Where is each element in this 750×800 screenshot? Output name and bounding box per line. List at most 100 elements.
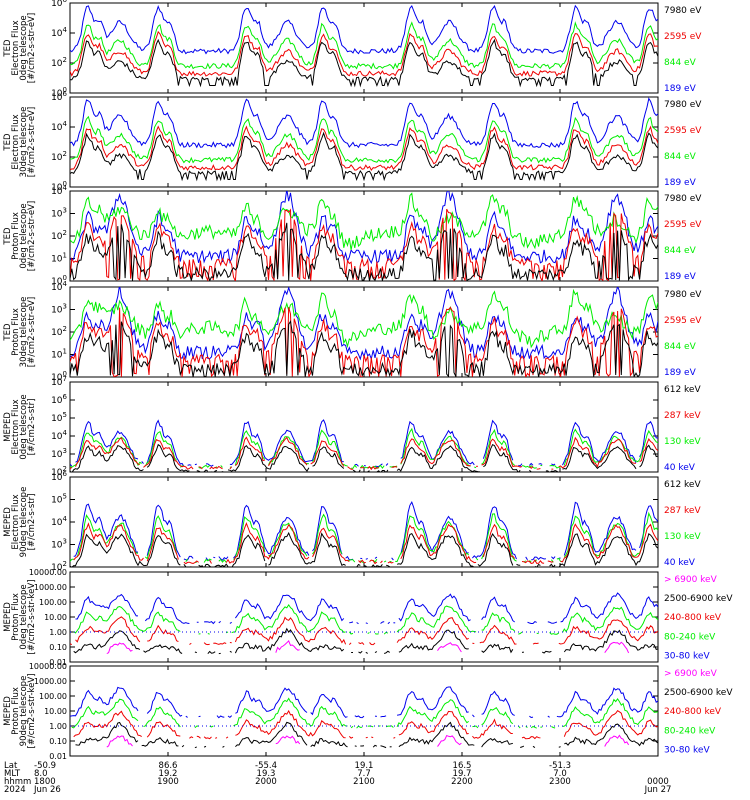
y-tick-label: 107 [51, 375, 67, 388]
plot-area [70, 4, 658, 88]
series-line [70, 419, 658, 468]
legend-entry: > 6900 keV [664, 669, 718, 679]
legend-entry: 2595 eV [664, 126, 702, 136]
y-axis-label-line: [#/cm2-s-str] [27, 399, 37, 456]
plot-area [70, 592, 658, 655]
series-line [70, 131, 658, 182]
y-tick-label: 10.00 [44, 613, 67, 622]
y-axis-label-line: Electron Flux [11, 494, 21, 549]
legend-entry: 2500-6900 keV [664, 594, 733, 604]
y-tick-label: 100 [51, 86, 67, 99]
y-axis-label-line: [#/cm2-s-str-eV] [27, 107, 37, 177]
y-tick-label: 100 [51, 370, 67, 383]
y-axis-label-line: TED [3, 323, 13, 342]
axis-row-label: hhmm [4, 777, 31, 787]
y-axis-label-line: Proton Flux [11, 687, 21, 735]
legend-entry: 2595 eV [664, 220, 702, 230]
y-tick-label: 103 [51, 447, 67, 460]
time-axis-label: 1800 [34, 777, 56, 787]
axis-row-label: Lat [4, 761, 18, 771]
series-line [70, 443, 658, 472]
panel-frame [69, 476, 659, 568]
y-axis-label-line: [#/cm2-s-str-eV] [27, 297, 37, 367]
y-axis-label-line: 90deg telescope [19, 676, 29, 747]
series-line [73, 522, 658, 565]
plot-area [70, 191, 658, 281]
series-line [106, 734, 630, 748]
plot-area [70, 686, 658, 749]
time-axis-label: -51.3 [549, 761, 571, 771]
y-axis-label-line: Proton Flux [11, 212, 21, 260]
series-line [70, 192, 658, 250]
legend-entry: 80-240 keV [664, 632, 716, 642]
series-line [70, 306, 658, 377]
legend-entry: 189 eV [664, 272, 697, 282]
legend-entry: 130 keV [664, 532, 701, 542]
y-axis-label-line: [#/cm2-s-str-keV] [27, 674, 37, 749]
time-axis-label: Jun 27 [644, 785, 672, 795]
y-tick-label: 103 [51, 207, 67, 220]
legend-entry: 7980 eV [664, 290, 702, 300]
legend-entry: > 6900 keV [664, 575, 718, 585]
y-axis-label-line: MEPED [3, 696, 13, 726]
y-tick-label: 100.00 [39, 598, 67, 607]
y-axis-label-line: 30deg telescope [19, 107, 29, 178]
y-tick-label: 104 [51, 429, 67, 442]
y-axis-label-line: 0deg telescope [19, 584, 29, 649]
time-axis-label: 19.1 [355, 761, 374, 771]
legend-entry: 844 eV [664, 58, 697, 68]
series-line [70, 21, 658, 70]
series-line [70, 427, 658, 470]
y-tick-label: 105 [51, 411, 67, 424]
series-line [71, 697, 658, 729]
y-tick-label: 10000.00 [29, 662, 67, 671]
y-axis-label-line: [#/cm2-s-str-eV] [27, 201, 37, 271]
panel-frame [69, 571, 659, 663]
time-axis-label: 0000 [647, 777, 669, 787]
legend-entry: 189 eV [664, 84, 697, 94]
y-axis-label-line: Electron Flux [11, 20, 21, 75]
time-axis-label: 2100 [353, 777, 375, 787]
time-axis-label: 2300 [549, 777, 571, 787]
plot-area [70, 97, 658, 182]
time-axis-label: Jun 26 [33, 785, 61, 795]
legend-entry: 844 eV [664, 342, 697, 352]
legend-entry: 2595 eV [664, 32, 702, 42]
time-axis-label: 86.6 [159, 761, 178, 771]
series-line [70, 222, 658, 281]
y-axis-label-line: Electron Flux [11, 114, 21, 169]
legend-entry: 240-800 keV [664, 707, 722, 717]
time-axis-label: 16.5 [453, 761, 472, 771]
series-line [73, 501, 658, 561]
y-tick-label: 101 [51, 348, 67, 361]
plot-area [70, 419, 658, 472]
y-tick-label: 100 [51, 274, 67, 287]
y-axis-label-line: 90deg telescope [19, 487, 29, 558]
series-line [70, 115, 658, 164]
time-axis-label: 7.0 [553, 769, 567, 779]
y-tick-label: 106 [51, 393, 67, 406]
y-tick-label: 0.10 [49, 643, 67, 652]
series-line [70, 511, 658, 563]
y-tick-label: 104 [51, 515, 67, 528]
y-tick-label: 104 [51, 184, 67, 197]
y-tick-label: 0.10 [49, 737, 67, 746]
y-tick-label: 0.01 [49, 752, 67, 761]
axis-row-label: MLT [4, 769, 21, 779]
legend-entry: 2500-6900 keV [664, 688, 733, 698]
y-tick-label: 104 [51, 280, 67, 293]
y-tick-label: 10000.00 [29, 568, 67, 577]
y-tick-label: 100.00 [39, 692, 67, 701]
y-tick-label: 0.01 [49, 658, 67, 667]
y-tick-label: 102 [51, 560, 67, 573]
y-tick-label: 102 [51, 465, 67, 478]
y-tick-label: 1000.00 [34, 583, 67, 592]
time-axis-label: 19.7 [453, 769, 472, 779]
time-axis-label: 19.3 [257, 769, 276, 779]
series-line [70, 125, 658, 172]
